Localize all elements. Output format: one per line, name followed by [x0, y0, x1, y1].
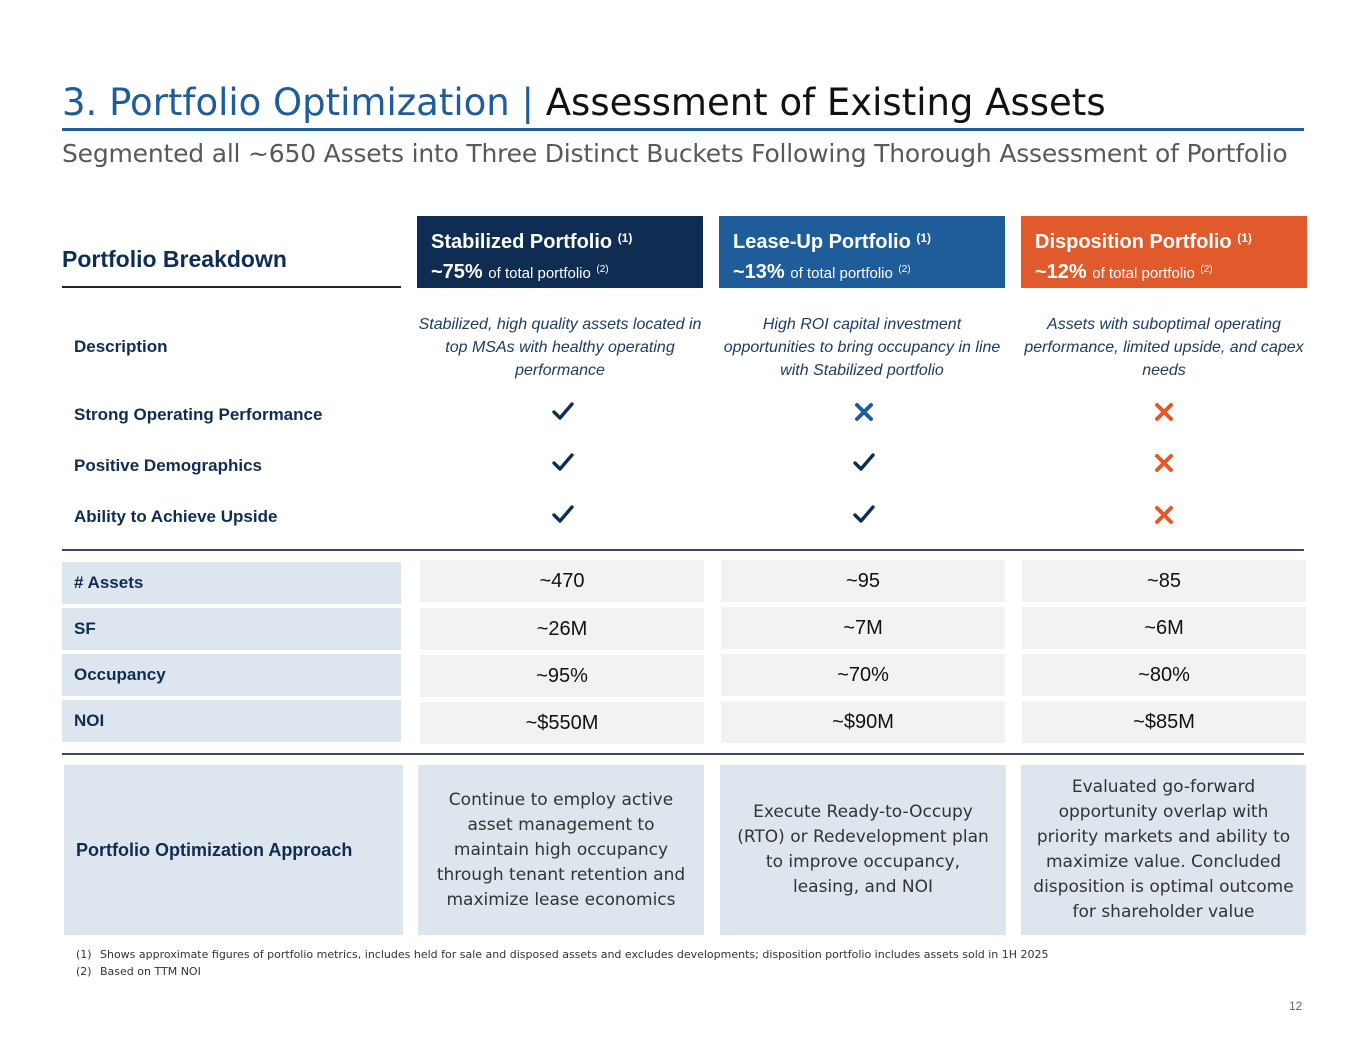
- disposition-assets-value: ~85: [1022, 560, 1306, 602]
- disposition-description: Assets with suboptimal operating perform…: [1024, 316, 1304, 379]
- strong-operating-performance-label: Strong Operating Performance: [74, 405, 323, 424]
- footnote-ref: (2): [596, 264, 609, 275]
- disposition-noi-value: ~$85M: [1022, 701, 1306, 743]
- footnote-1: (1) Shows approximate figures of portfoli…: [76, 948, 1049, 961]
- cross-mark: [1155, 454, 1173, 472]
- footnote-ref: (2): [1200, 264, 1213, 275]
- disposition-sf-value: ~6M: [1022, 607, 1306, 649]
- check-mark: [552, 402, 574, 420]
- check-icon: [552, 505, 574, 523]
- stabilized-occupancy-value: ~95%: [420, 655, 704, 697]
- cross-icon: [1155, 454, 1173, 472]
- cross-icon: [1155, 506, 1173, 524]
- page-number: 12: [1289, 999, 1303, 1013]
- footnote-2: (2) Based on TTM NOI: [76, 965, 201, 978]
- approach-label: Portfolio Optimization Approach: [64, 765, 403, 935]
- check-icon: [853, 505, 875, 523]
- lease-up-portfolio-header: Lease-Up Portfolio (1) ~13% of total por…: [719, 216, 1005, 288]
- metrics-divider: [62, 753, 1304, 755]
- lease-up-noi-value: ~$90M: [721, 701, 1005, 743]
- disposition-portfolio-header: Disposition Portfolio (1) ~12% of total …: [1021, 216, 1307, 288]
- portfolio-breakdown-label: Portfolio Breakdown: [62, 246, 287, 272]
- title-separator: |: [521, 81, 534, 124]
- stabilized-description: Stabilized, high quality assets located …: [418, 316, 702, 379]
- lease-up-occupancy-value: ~70%: [721, 654, 1005, 696]
- cross-icon: [855, 403, 873, 421]
- footnote-number: (2): [76, 965, 92, 978]
- sf-label: SF: [62, 608, 401, 650]
- footnote-ref: (1): [916, 231, 932, 245]
- stabilized-noi-value: ~$550M: [420, 702, 704, 744]
- stabilized-portfolio-header: Stabilized Portfolio (1) ~75% of total p…: [417, 216, 703, 288]
- footnote-number: (1): [76, 948, 92, 961]
- footnote-ref: (2): [898, 264, 911, 275]
- cross-icon: [1155, 403, 1173, 421]
- column-share: ~12%: [1035, 261, 1087, 283]
- footnote-ref: (1): [1237, 231, 1252, 245]
- stabilized-approach: Continue to employ active asset manageme…: [418, 765, 704, 935]
- lease-up-description: High ROI capital investment opportunitie…: [723, 316, 1001, 379]
- description-label: Description: [74, 337, 168, 356]
- cross-mark: [855, 403, 873, 421]
- lease-up-approach: Execute Ready-to-Occupy (RTO) or Redevel…: [720, 765, 1006, 935]
- assets-label: # Assets: [62, 562, 401, 604]
- check-mark: [552, 453, 574, 471]
- check-mark: [853, 453, 875, 471]
- disposition-approach: Evaluated go-forward opportunity overlap…: [1021, 765, 1306, 935]
- approach-text: Evaluated go-forward opportunity overlap…: [1033, 777, 1294, 922]
- ability-to-achieve-upside-label: Ability to Achieve Upside: [74, 507, 278, 526]
- approach-label-text: Portfolio Optimization Approach: [76, 839, 353, 860]
- page-title: 3. Portfolio Optimization | Assessment o…: [62, 80, 1106, 126]
- check-icon: [552, 402, 574, 420]
- occupancy-label: Occupancy: [62, 654, 401, 696]
- column-share-text: of total portfolio: [1092, 265, 1195, 282]
- cross-mark: [1155, 403, 1173, 421]
- check-icon: [853, 453, 875, 471]
- column-name: Disposition Portfolio: [1035, 231, 1232, 253]
- column-name: Stabilized Portfolio: [431, 231, 613, 253]
- criteria-divider: [62, 549, 1304, 551]
- positive-demographics-label: Positive Demographics: [74, 456, 263, 475]
- page-subtitle: Segmented all ~650 Assets into Three Dis…: [62, 139, 1288, 168]
- approach-text: Continue to employ active asset manageme…: [436, 789, 686, 910]
- check-icon: [552, 453, 574, 471]
- column-share-text: of total portfolio: [790, 265, 893, 282]
- column-share: ~75%: [431, 261, 483, 283]
- column-share-text: of total portfolio: [488, 265, 591, 282]
- approach-text: Execute Ready-to-Occupy (RTO) or Redevel…: [737, 802, 989, 897]
- disposition-occupancy-value: ~80%: [1022, 654, 1306, 696]
- cross-mark: [1155, 506, 1173, 524]
- stabilized-sf-value: ~26M: [420, 608, 704, 650]
- title-divider: [62, 128, 1304, 131]
- noi-label: NOI: [62, 700, 401, 742]
- lease-up-assets-value: ~95: [721, 560, 1005, 602]
- breakdown-divider: [62, 286, 401, 288]
- lease-up-sf-value: ~7M: [721, 607, 1005, 649]
- footnote-text: Based on TTM NOI: [100, 965, 201, 978]
- footnote-ref: (1): [617, 231, 633, 245]
- title-section-number: 3. Portfolio Optimization: [62, 81, 510, 124]
- column-share: ~13%: [733, 261, 785, 283]
- column-name: Lease-Up Portfolio: [733, 231, 911, 253]
- stabilized-assets-value: ~470: [420, 560, 704, 602]
- footnote-text: Shows approximate figures of portfolio m…: [100, 948, 1049, 961]
- title-topic: Assessment of Existing Assets: [545, 81, 1106, 124]
- check-mark: [552, 505, 574, 523]
- check-mark: [853, 505, 875, 523]
